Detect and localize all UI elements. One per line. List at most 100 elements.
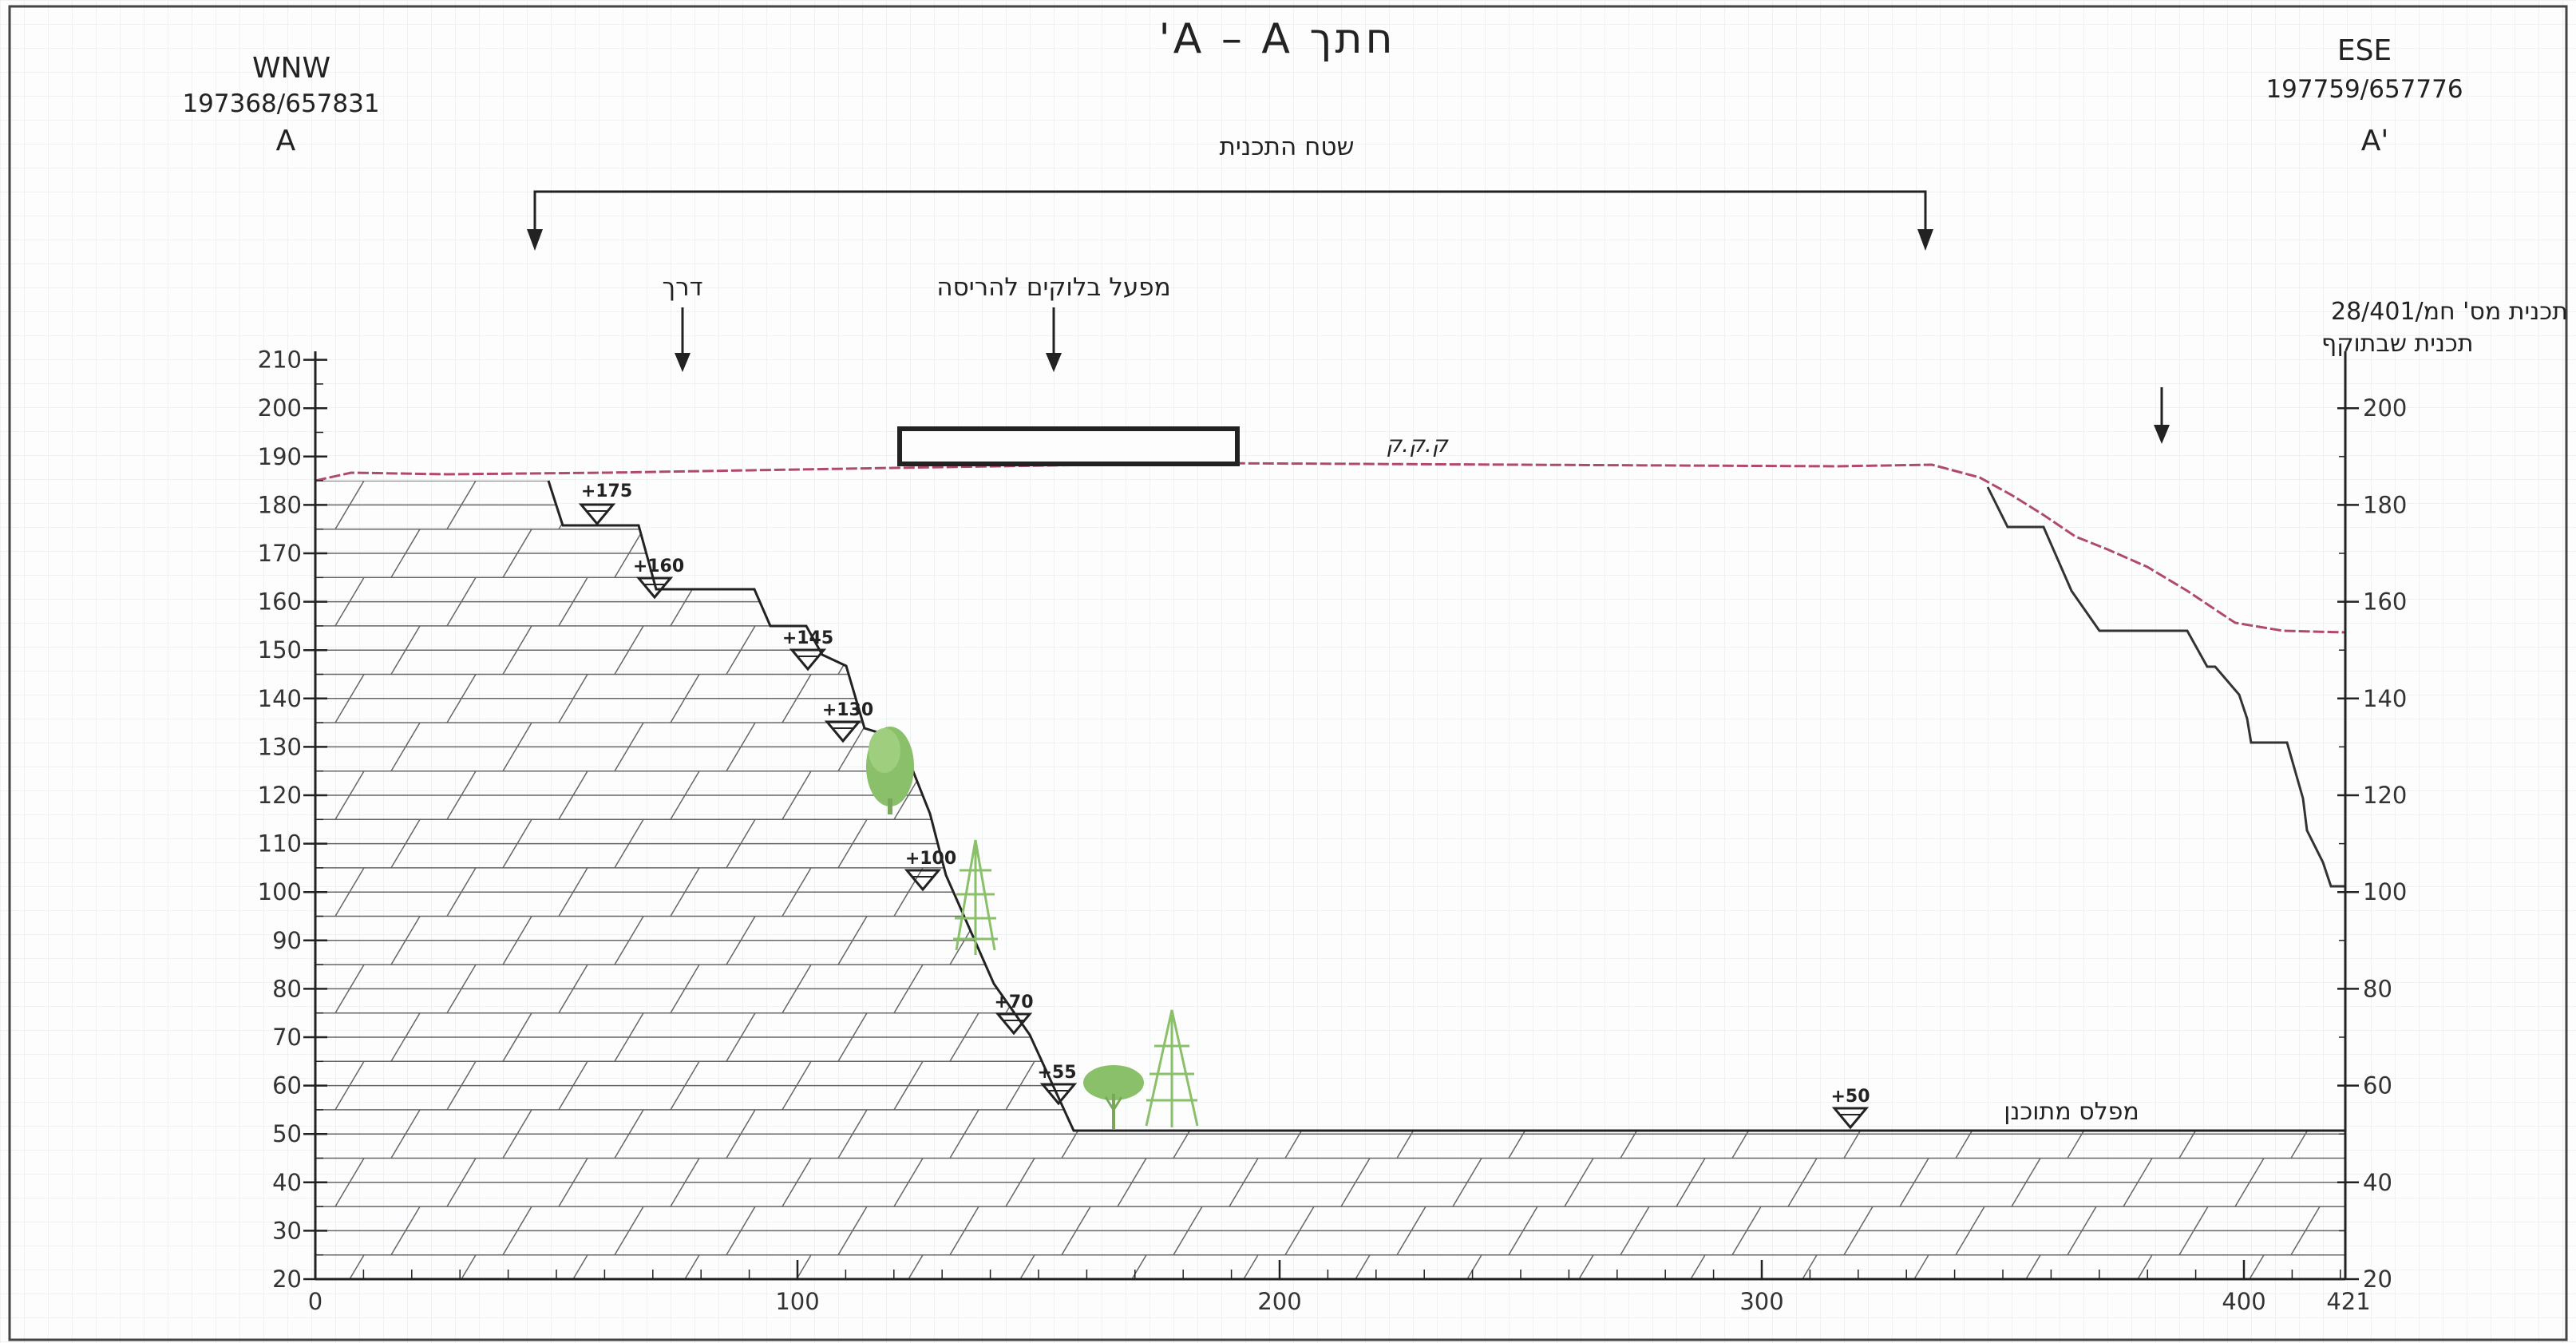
tree-conifer-1	[953, 839, 998, 955]
hatch-diagonal	[782, 771, 812, 820]
hatch-diagonal	[558, 1158, 588, 1207]
right-coords: 197759/657776	[2265, 75, 2463, 104]
left-tick-label: 120	[258, 782, 302, 809]
hatch-diagonal	[502, 916, 532, 965]
bench-175: +175	[578, 481, 632, 526]
hatch-diagonal	[502, 625, 532, 675]
hatch-diagonal	[2011, 1254, 2041, 1278]
hatch-diagonal	[670, 1060, 700, 1111]
hatch-diagonal	[558, 576, 588, 627]
right-direction: ESE	[2337, 34, 2392, 67]
hatch-diagonal	[670, 1158, 700, 1207]
right-end-label: A'	[2361, 125, 2389, 157]
hatch-diagonal	[446, 867, 477, 917]
hatch-diagonal	[446, 576, 477, 627]
right-tick-label: 160	[2363, 588, 2407, 616]
hatch-diagonal	[502, 1109, 532, 1159]
hatch-diagonal	[782, 1060, 812, 1111]
hatch-diagonal	[334, 481, 365, 530]
hatch-diagonal	[893, 1060, 924, 1111]
hatch-diagonal	[334, 1060, 365, 1111]
left-coords: 197368/657831	[182, 89, 379, 118]
hatch-diagonal	[446, 674, 477, 723]
hatch-diagonal	[390, 529, 421, 578]
left-tick-label: 40	[272, 1169, 302, 1196]
right-tick-label: 200	[2363, 394, 2407, 422]
hatch-diagonal	[558, 1254, 588, 1278]
hatch-diagonal	[446, 1158, 477, 1207]
left-tick-label: 100	[258, 878, 302, 905]
bench-50: +50	[1830, 1087, 1870, 1130]
hatch-diagonal	[726, 818, 756, 869]
svg-text:+130: +130	[822, 700, 873, 720]
right-tick-label: 80	[2363, 975, 2392, 1002]
hatch-diagonal	[1899, 1158, 1929, 1207]
left-direction: WNW	[252, 52, 330, 85]
hatch-diagonal	[558, 674, 588, 723]
hatch-diagonal	[670, 771, 700, 820]
hatch-diagonal	[558, 1060, 588, 1111]
right-tick-label: 100	[2363, 878, 2407, 905]
existing-ground-line	[315, 462, 2346, 634]
hatch-diagonal	[390, 722, 421, 772]
hatch-diagonal	[558, 867, 588, 917]
hatch-diagonal	[390, 916, 421, 965]
left-tick-label: 140	[258, 685, 302, 712]
hatch-diagonal	[670, 964, 700, 1014]
sheet-border	[8, 5, 2568, 1341]
svg-text:+55: +55	[1037, 1063, 1076, 1083]
hatch-diagonal	[1229, 1254, 1259, 1278]
left-tick-label: 70	[272, 1024, 302, 1051]
hatch-diagonal	[837, 1206, 868, 1256]
hatch-diagonal	[614, 1109, 644, 1159]
hatch-diagonal	[1117, 1158, 1147, 1207]
bottom-axis-ticks: 0 100 200 300 400 421	[308, 1260, 2371, 1315]
hatch-diagonal	[390, 1012, 421, 1062]
hatch-diagonal	[1564, 1254, 1594, 1278]
title: חתך A – A'	[1158, 15, 1395, 63]
hatch-diagonal	[502, 1206, 532, 1256]
hatch-diagonal	[1396, 1206, 1426, 1256]
hatch-diagonal	[446, 481, 477, 530]
hatch-diagonal	[1452, 1254, 1482, 1278]
hatch-diagonal	[2123, 1254, 2153, 1278]
hatch-diagonal	[1005, 1060, 1035, 1111]
hatch-diagonal	[2067, 1206, 2097, 1256]
left-tick-label: 90	[272, 927, 302, 954]
hatch-diagonal	[1731, 1206, 1762, 1256]
hatch-diagonal	[1787, 1254, 1818, 1278]
left-tick-label: 110	[258, 830, 302, 858]
plan-area-arrow-left	[527, 229, 543, 251]
excavation-profile	[547, 480, 2345, 1132]
plan-area-arrow-right	[1917, 229, 1933, 251]
hatch-diagonal	[949, 1109, 979, 1159]
hatch-diagonal	[726, 625, 756, 675]
left-tick-label: 20	[272, 1266, 302, 1293]
bench-70: +70	[994, 992, 1034, 1036]
hatch-diagonal	[614, 1012, 644, 1062]
hatch-diagonal	[2234, 1254, 2265, 1278]
right-tick-label: 120	[2363, 782, 2407, 809]
hatch-diagonal	[782, 964, 812, 1014]
left-end-label: A	[276, 125, 296, 157]
bench-130: +130	[822, 700, 873, 743]
hatch-diagonal	[782, 1254, 812, 1278]
hatch-diagonal	[1955, 1206, 1985, 1256]
left-tick-label: 160	[258, 588, 302, 616]
svg-text:+160: +160	[633, 557, 684, 576]
hatch-diagonal	[334, 576, 365, 627]
hatch-diagonal	[1676, 1158, 1706, 1207]
hatch-diagonal	[334, 1254, 365, 1278]
hatch-diagonal	[1452, 1158, 1482, 1207]
tree-round-2	[1083, 1065, 1144, 1129]
hatch-diagonal	[837, 916, 868, 965]
bench-160: +160	[633, 557, 684, 600]
hatch-diagonal	[390, 1206, 421, 1256]
svg-text:+175: +175	[581, 481, 632, 501]
hatch-diagonal	[1508, 1206, 1538, 1256]
hatch-diagonal	[1843, 1206, 1874, 1256]
hatch-diagonal	[949, 1206, 979, 1256]
hatch-diagonal	[614, 818, 644, 869]
hatch-diagonal	[446, 964, 477, 1014]
hatch-diagonal	[1284, 1206, 1315, 1256]
